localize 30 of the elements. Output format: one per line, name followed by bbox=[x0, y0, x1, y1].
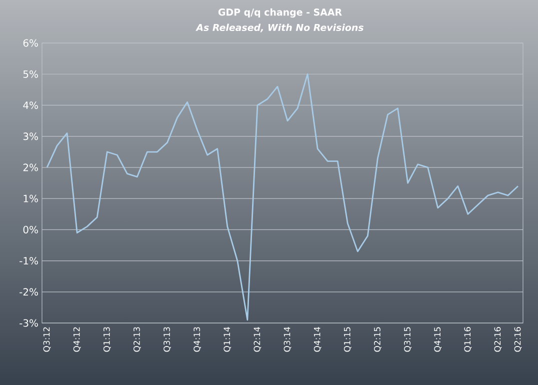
x-tick-label: Q4:13 bbox=[194, 327, 202, 352]
x-tick-label: Q3:12 bbox=[43, 327, 51, 352]
x-tick-label: Q2:15 bbox=[374, 327, 382, 352]
y-tick-label: 1% bbox=[24, 194, 38, 202]
y-tick-label: 4% bbox=[23, 101, 38, 109]
y-tick-label: -3% bbox=[20, 319, 38, 327]
x-tick-label: Q4:14 bbox=[314, 327, 322, 352]
x-tick-label: Q2:14 bbox=[254, 327, 262, 352]
chart-subtitle: As Released, With No Revisions bbox=[196, 24, 364, 32]
x-tick-label: Q1:16 bbox=[464, 327, 472, 352]
y-tick-label: 5% bbox=[23, 70, 38, 78]
x-tick-label: Q4:15 bbox=[434, 327, 442, 352]
x-tick-label: Q3:15 bbox=[404, 327, 412, 352]
y-tick-label: 3% bbox=[23, 132, 38, 140]
x-tick-label: Q1:15 bbox=[344, 327, 352, 352]
x-tick-label: Q3:14 bbox=[284, 327, 292, 352]
line-series bbox=[46, 73, 519, 321]
x-tick-label: Q1:14 bbox=[224, 327, 232, 352]
x-tick-label: Q1:13 bbox=[103, 327, 111, 352]
y-tick-label: 6% bbox=[23, 39, 38, 47]
x-tick-label: Q4:12 bbox=[73, 327, 81, 352]
y-tick-label: 0% bbox=[23, 226, 38, 234]
y-tick-label: 2% bbox=[23, 164, 38, 172]
y-tick-label: -1% bbox=[20, 257, 38, 265]
x-tick-label: Q3:13 bbox=[164, 327, 171, 352]
x-tick-label: Q2:13 bbox=[134, 327, 141, 352]
y-tick-label: -2% bbox=[20, 288, 38, 296]
x-tick-label: Q2:16 bbox=[494, 327, 502, 352]
chart-title: GDP q/q change - SAAR bbox=[218, 8, 342, 18]
x-tick-label: Q2:16 bbox=[514, 327, 522, 352]
